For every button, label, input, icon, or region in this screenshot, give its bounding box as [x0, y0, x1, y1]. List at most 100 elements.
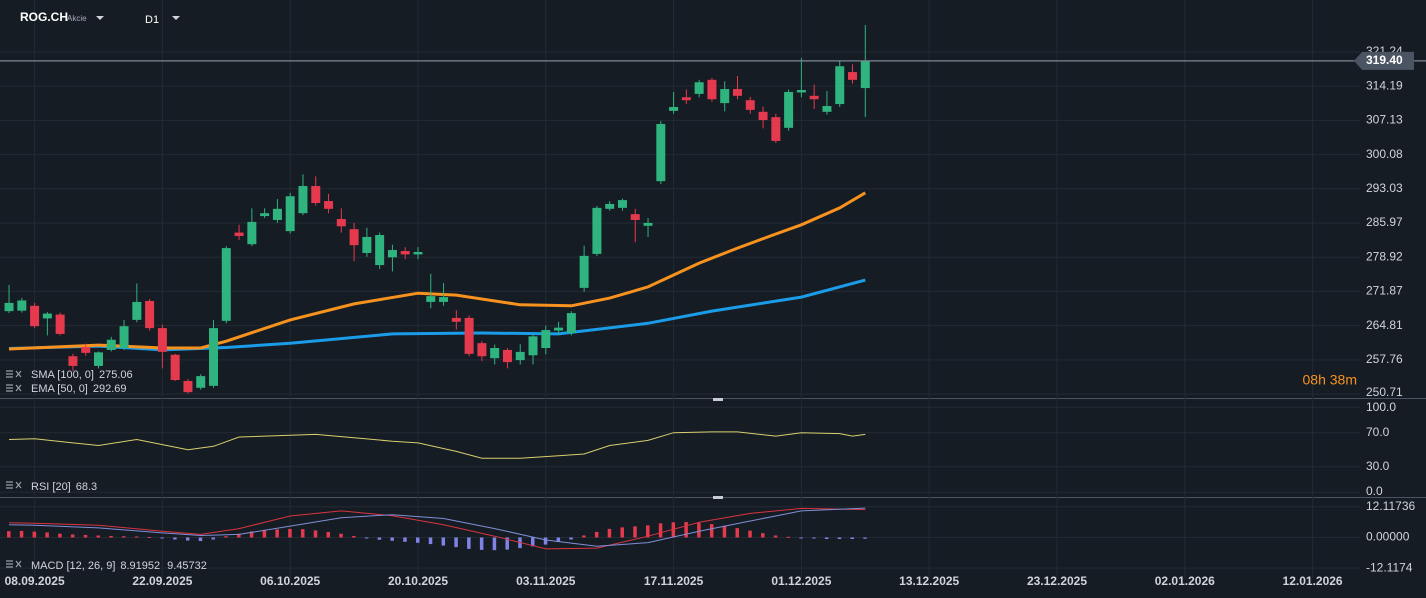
histogram-bar	[543, 537, 548, 545]
candle-body	[745, 100, 755, 110]
x-tick-label: 01.12.2025	[771, 574, 831, 588]
histogram-bar	[773, 535, 778, 538]
candle-body	[835, 66, 845, 105]
dropdown-arrow[interactable]	[172, 16, 180, 20]
histogram-bar	[83, 534, 88, 538]
histogram-bar	[198, 537, 203, 542]
histogram-bar	[262, 529, 267, 538]
histogram-bar	[646, 525, 650, 538]
x-tick-label: 13.12.2025	[899, 574, 959, 588]
legend-value: 9.45732	[167, 560, 207, 572]
candle-body	[221, 248, 231, 321]
histogram-bar	[492, 537, 497, 551]
candle-body	[170, 354, 180, 381]
x-tick-label: 23.12.2025	[1027, 574, 1087, 588]
price-label-box	[1354, 51, 1414, 70]
candle-body	[81, 347, 91, 353]
legend-icon[interactable]	[6, 370, 22, 378]
y-tick-label: -12.1174	[1366, 560, 1413, 574]
candle-body	[464, 317, 474, 354]
candle-body	[784, 91, 794, 128]
histogram-bar	[173, 537, 177, 540]
symbol[interactable]: ROG.CH	[20, 10, 68, 24]
histogram-bar	[70, 534, 75, 538]
candle-body	[656, 123, 666, 182]
histogram-bar	[45, 532, 49, 538]
x-tick-label: 17.11.2025	[644, 574, 704, 588]
dropdown-arrow[interactable]	[96, 16, 104, 20]
panel-handle[interactable]	[713, 496, 723, 499]
candle-body	[439, 297, 449, 302]
histogram-bar	[122, 536, 126, 538]
histogram-bar	[837, 537, 842, 540]
indicator-line	[8, 507, 866, 547]
histogram-bar	[607, 528, 612, 538]
candle-body	[822, 106, 832, 112]
histogram-bar	[812, 537, 816, 539]
histogram-bar	[569, 537, 573, 540]
histogram-bar	[339, 533, 343, 538]
histogram-bar	[109, 535, 113, 538]
candle-body	[183, 380, 193, 393]
histogram-bar	[185, 537, 190, 541]
candle-body	[30, 305, 40, 327]
candle-body	[758, 111, 768, 121]
histogram-bar	[300, 529, 305, 538]
legend-icon[interactable]	[6, 560, 22, 568]
histogram-bar	[709, 524, 714, 538]
histogram-bar	[237, 533, 241, 538]
candle-body	[515, 351, 525, 361]
histogram-bar	[147, 536, 152, 538]
histogram-bar	[594, 531, 599, 538]
candle-body	[554, 327, 564, 331]
candle-body	[209, 328, 219, 386]
histogram-bar	[288, 528, 292, 538]
candle-body	[298, 186, 308, 214]
candle-body	[42, 313, 52, 319]
legend-icon[interactable]	[6, 384, 22, 392]
histogram-bar	[403, 537, 407, 542]
y-tick-label: 70.0	[1366, 425, 1390, 439]
y-tick-label: 314.19	[1366, 78, 1403, 92]
candle-body	[55, 314, 65, 334]
candle-body	[375, 235, 385, 266]
histogram-bar	[326, 531, 331, 538]
panel-handle[interactable]	[713, 398, 723, 401]
histogram-bar	[761, 533, 765, 538]
candle-body	[426, 296, 436, 302]
candle-body	[119, 326, 129, 349]
candle-body	[490, 348, 500, 359]
histogram-bar	[160, 537, 164, 539]
histogram-bar	[454, 537, 458, 548]
y-tick-label: 250.71	[1366, 385, 1403, 399]
legend-name: RSI [20]	[31, 481, 71, 493]
histogram-bar	[505, 537, 509, 550]
histogram-bar	[19, 530, 24, 538]
candle-body	[132, 301, 142, 320]
histogram-bar	[352, 535, 356, 538]
candle-body	[196, 376, 206, 388]
candle-body	[106, 339, 116, 350]
candle-body	[630, 214, 640, 220]
candle-body	[528, 336, 538, 356]
y-tick-label: 307.13	[1366, 113, 1403, 127]
timeframe[interactable]: D1	[145, 14, 159, 26]
histogram-bar	[863, 537, 867, 539]
candle-body	[157, 328, 167, 352]
legend-icon[interactable]	[6, 481, 22, 489]
indicator-line	[8, 507, 866, 550]
histogram-bar	[722, 525, 727, 538]
histogram-bar	[377, 537, 382, 540]
y-tick-label: 12.11736	[1366, 499, 1415, 513]
candle-body	[247, 221, 257, 245]
y-tick-label: 300.08	[1366, 147, 1403, 161]
candle-body	[336, 219, 346, 227]
candle-body	[720, 89, 730, 104]
histogram-bar	[671, 522, 676, 538]
histogram-bar	[364, 537, 369, 539]
candle-body	[362, 236, 372, 253]
candle-body	[771, 117, 781, 141]
candle-body	[260, 213, 270, 217]
candle-body	[502, 349, 512, 363]
